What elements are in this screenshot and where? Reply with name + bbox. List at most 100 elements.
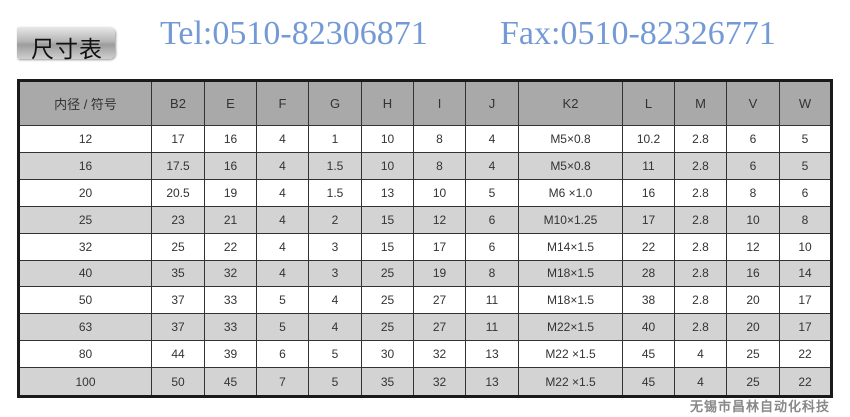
table-cell: 16 [622,178,675,207]
table-cell: 16 [204,151,257,180]
table-cell: 17 [622,205,675,234]
table-row: 50 37 33 5 4 25 27 11 M18×1.5 38 2.8 20 17 [18,286,832,315]
table-row: 40 35 32 4 3 25 19 8 M18×1.5 28 2.8 16 14 [18,259,832,288]
column-header: H [361,80,414,126]
table-cell: 8 [413,125,466,153]
column-header: L [622,80,675,126]
table-cell: 6 [726,125,780,153]
table-cell: 25 [361,259,414,288]
table-cell: M22 ×1.5 [518,367,623,397]
table-cell: 6 [779,178,832,207]
table-cell: 1.5 [308,178,362,207]
table-cell: 45 [622,367,675,397]
table-cell: 35 [361,367,414,397]
table-cell: 5 [465,178,519,207]
table-cell: 6 [465,232,519,261]
table-cell: 40 [18,259,152,288]
table-cell: 63 [18,313,152,342]
table-cell: 25 [726,340,780,369]
table-cell: 44 [151,340,205,369]
table-cell: 14 [779,259,832,288]
table-cell: 8 [413,151,466,180]
table-row: 20 20.5 19 4 1.5 13 10 5 M6 ×1.0 16 2.8 8 6 [18,178,832,207]
table-cell: M18×1.5 [518,286,623,315]
table-cell: 2.8 [674,178,727,207]
table-cell: 2.8 [674,286,727,315]
table-row: 80 44 39 6 5 30 32 13 M22 ×1.5 45 4 25 22 [18,340,832,369]
table-cell: M10×1.25 [518,205,623,234]
table-cell: 1.5 [308,151,362,180]
table-cell: 10 [361,125,414,153]
watermark-company: 无锡市昌林自动化科技 [689,400,830,415]
table-row: 32 25 22 4 3 15 17 6 M14×1.5 22 2.8 12 10 [18,232,832,261]
table-cell: 16 [18,151,152,180]
table-cell: 23 [151,205,205,234]
table-cell: 4 [256,259,309,288]
table-cell: 39 [204,340,257,369]
table-cell: 8 [779,205,832,234]
table-cell: 12 [18,125,152,153]
table-cell: 28 [622,259,675,288]
table-cell: 27 [413,313,466,342]
table-row: 25 23 21 4 2 15 12 6 M10×1.25 17 2.8 10 8 [18,205,832,234]
table-cell: M18×1.5 [518,259,623,288]
table-cell: 8 [465,259,519,288]
watermark-fax: Fax:0510-82326771 [500,15,776,52]
watermark-tel: Tel:0510-82306871 [160,15,428,52]
table-row: 16 17.5 16 4 1.5 10 8 4 M5×0.8 11 2.8 6 5 [18,151,832,180]
column-header: W [779,80,832,126]
table-cell: 2.8 [674,205,727,234]
table-cell: 4 [674,340,727,369]
table-cell: 5 [256,313,309,342]
table-cell: 80 [18,340,152,369]
table-cell: 45 [622,340,675,369]
table-row: 12 17 16 4 1 10 8 4 M5×0.8 10.2 2.8 6 5 [18,125,832,153]
table-cell: 11 [465,286,519,315]
table-cell: 4 [674,367,727,397]
table-cell: 25 [18,205,152,234]
table-cell: 20 [726,313,780,342]
table-cell: 32 [18,232,152,261]
column-header: B2 [151,80,205,126]
column-header: E [204,80,257,126]
table-cell: 11 [465,313,519,342]
table-cell: 22 [622,232,675,261]
table-cell: 32 [413,367,466,397]
table-cell: 22 [779,340,832,369]
table-cell: 11 [622,151,675,180]
table-cell: 25 [151,232,205,261]
table-cell: 100 [18,367,152,397]
table-cell: 45 [204,367,257,397]
table-cell: 5 [308,367,362,397]
table-cell: M6 ×1.0 [518,178,623,207]
table-cell: 6 [726,151,780,180]
table-cell: 50 [151,367,205,397]
table-cell: 17.5 [151,151,205,180]
dimension-table: 内径 / 符号 B2 E F G H I J K2 L M V W 12 17 16 4 1 10 8 4 M5×0.8… [17,79,833,398]
table-cell: 4 [256,151,309,180]
table-cell: 2.8 [674,232,727,261]
table-cell: 33 [204,286,257,315]
table-cell: M14×1.5 [518,232,623,261]
table-row: 100 50 45 7 5 35 32 13 M22 ×1.5 45 4 25 22 [18,367,832,397]
column-header: M [674,80,727,126]
column-header: F [256,80,309,126]
table-cell: 13 [465,367,519,397]
table-cell: 13 [361,178,414,207]
table-cell: 2.8 [674,125,727,153]
table-cell: 4 [465,125,519,153]
column-header: 内径 / 符号 [18,80,152,126]
table-cell: 13 [465,340,519,369]
table-cell: 32 [204,259,257,288]
table-cell: 50 [18,286,152,315]
table-cell: 10 [361,151,414,180]
table-cell: 27 [413,286,466,315]
table-cell: 17 [151,125,205,153]
table-cell: 15 [361,205,414,234]
table-cell: 17 [779,286,832,315]
table-cell: 5 [779,151,832,180]
table-cell: M22×1.5 [518,313,623,342]
table-cell: 20 [726,286,780,315]
table-cell: 19 [413,259,466,288]
table-cell: 2.8 [674,259,727,288]
